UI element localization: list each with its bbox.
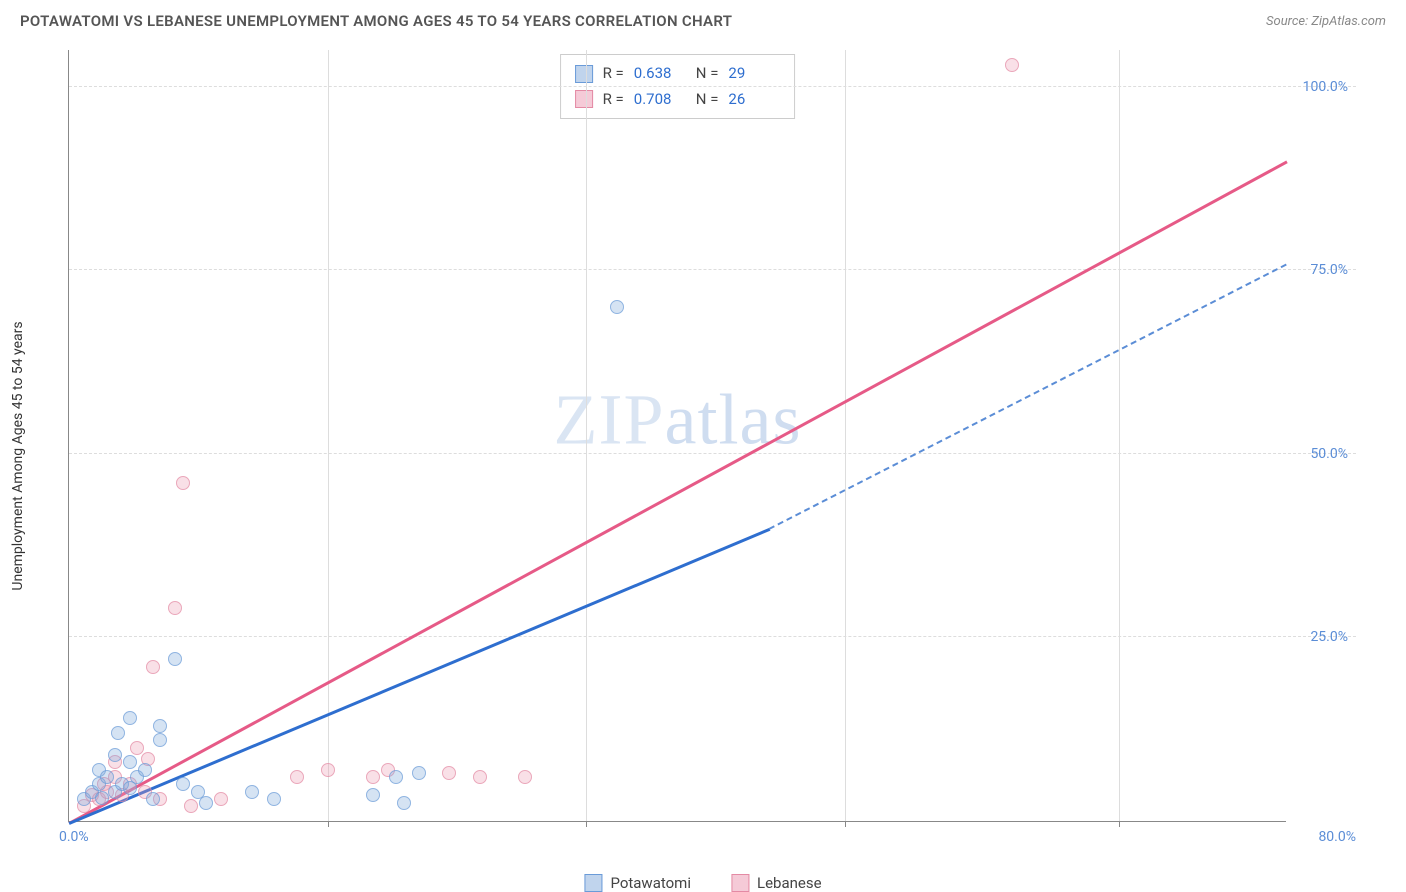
legend-label-a: Potawatomi bbox=[610, 874, 691, 892]
data-point bbox=[610, 300, 624, 314]
data-point bbox=[245, 785, 259, 799]
gridline-h bbox=[69, 453, 1356, 454]
data-point bbox=[290, 770, 304, 784]
data-point bbox=[442, 766, 456, 780]
data-point bbox=[321, 763, 335, 777]
swatch-b-icon bbox=[575, 90, 593, 108]
y-tick-label: 25.0% bbox=[1310, 629, 1348, 645]
data-point bbox=[176, 777, 190, 791]
chart-source: Source: ZipAtlas.com bbox=[1266, 14, 1386, 29]
data-point bbox=[153, 733, 167, 747]
chart-header: POTAWATOMI VS LEBANESE UNEMPLOYMENT AMON… bbox=[0, 0, 1406, 38]
gridline-v bbox=[328, 50, 329, 821]
data-point bbox=[214, 792, 228, 806]
data-point bbox=[366, 770, 380, 784]
r-value-b: 0.708 bbox=[634, 87, 686, 113]
legend-swatch-b-icon bbox=[731, 874, 749, 892]
plot-area: ZIPatlas R = 0.638 N = 29 R = 0.708 N = … bbox=[68, 50, 1286, 822]
x-origin-label: 0.0% bbox=[59, 829, 89, 845]
data-point bbox=[1005, 58, 1019, 72]
gridline-v bbox=[586, 50, 587, 821]
y-axis-label: Unemployment Among Ages 45 to 54 years bbox=[10, 321, 26, 590]
stats-row-a: R = 0.638 N = 29 bbox=[575, 61, 781, 87]
legend-label-b: Lebanese bbox=[757, 874, 822, 892]
chart-title: POTAWATOMI VS LEBANESE UNEMPLOYMENT AMON… bbox=[20, 12, 732, 30]
r-value-a: 0.638 bbox=[634, 61, 686, 87]
data-point bbox=[176, 476, 190, 490]
gridline-h bbox=[69, 269, 1356, 270]
data-point bbox=[111, 726, 125, 740]
trend-line bbox=[68, 160, 1287, 824]
data-point bbox=[518, 770, 532, 784]
data-point bbox=[153, 719, 167, 733]
x-tick bbox=[328, 821, 329, 827]
r-label-b: R = bbox=[603, 87, 624, 113]
y-tick-label: 50.0% bbox=[1310, 446, 1348, 462]
r-label: R = bbox=[603, 61, 624, 87]
data-point bbox=[138, 763, 152, 777]
y-tick-label: 100.0% bbox=[1303, 79, 1348, 95]
data-point bbox=[199, 796, 213, 810]
x-tick bbox=[1119, 821, 1120, 827]
y-tick-label: 75.0% bbox=[1310, 262, 1348, 278]
chart-container: Unemployment Among Ages 45 to 54 years Z… bbox=[50, 50, 1356, 862]
data-point bbox=[123, 711, 137, 725]
gridline-h bbox=[69, 86, 1356, 87]
gridline-v bbox=[845, 50, 846, 821]
data-point bbox=[168, 601, 182, 615]
watermark: ZIPatlas bbox=[554, 379, 802, 462]
data-point bbox=[168, 652, 182, 666]
n-label-b: N = bbox=[696, 87, 719, 113]
gridline-v bbox=[1119, 50, 1120, 821]
swatch-a-icon bbox=[575, 65, 593, 83]
bottom-legend: Potawatomi Lebanese bbox=[584, 874, 821, 892]
data-point bbox=[100, 770, 114, 784]
x-tick bbox=[586, 821, 587, 827]
n-label: N = bbox=[696, 61, 719, 87]
data-point bbox=[146, 660, 160, 674]
stats-row-b: R = 0.708 N = 26 bbox=[575, 87, 781, 113]
data-point bbox=[267, 792, 281, 806]
legend-item-a: Potawatomi bbox=[584, 874, 691, 892]
data-point bbox=[412, 766, 426, 780]
data-point bbox=[397, 796, 411, 810]
data-point bbox=[146, 792, 160, 806]
legend-swatch-a-icon bbox=[584, 874, 602, 892]
x-tick bbox=[845, 821, 846, 827]
legend-item-b: Lebanese bbox=[731, 874, 822, 892]
n-value-b: 26 bbox=[728, 87, 780, 113]
data-point bbox=[366, 788, 380, 802]
data-point bbox=[389, 770, 403, 784]
x-end-label: 80.0% bbox=[1318, 829, 1356, 845]
data-point bbox=[473, 770, 487, 784]
data-point bbox=[108, 748, 122, 762]
data-point bbox=[123, 755, 137, 769]
data-point bbox=[184, 799, 198, 813]
gridline-h bbox=[69, 636, 1356, 637]
n-value-a: 29 bbox=[728, 61, 780, 87]
